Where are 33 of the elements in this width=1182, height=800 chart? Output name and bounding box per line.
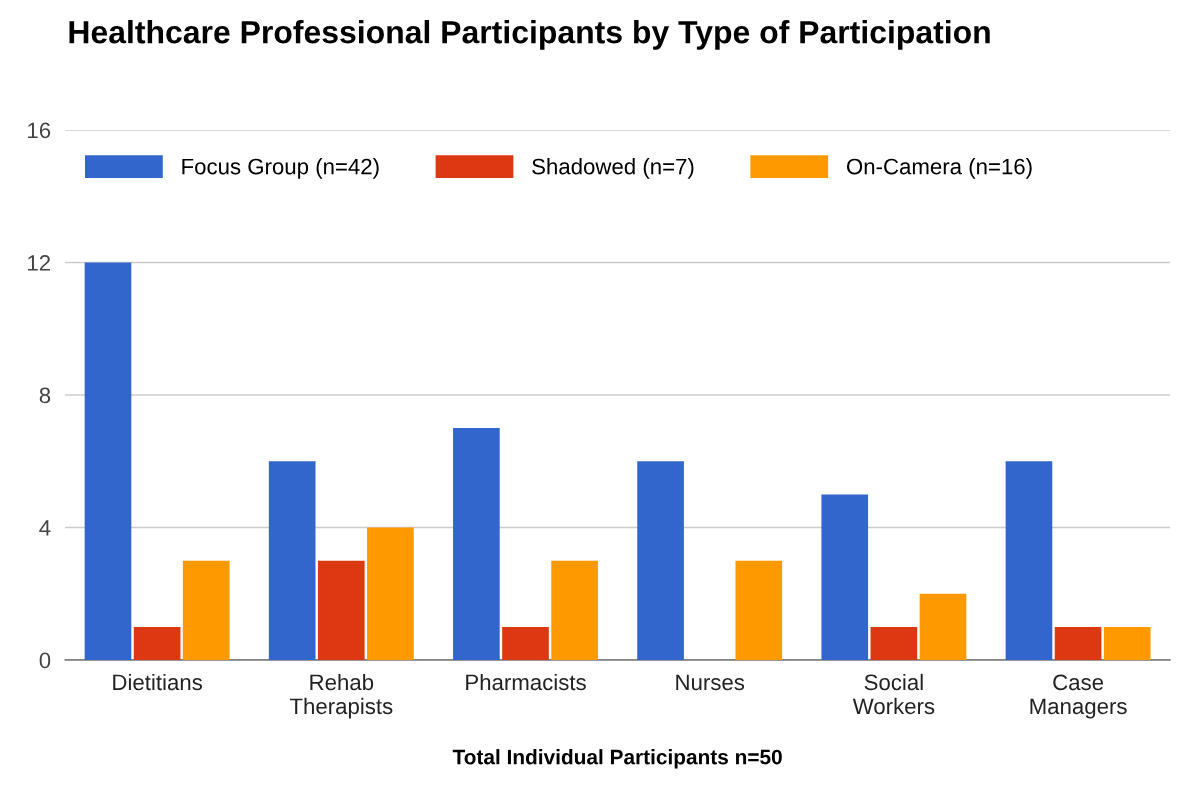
bar <box>821 494 869 660</box>
y-tick-label: 16 <box>28 122 51 139</box>
legend-label: Shadowed (n=7) <box>532 158 694 179</box>
x-tick-label: Rehab Therapists <box>289 673 393 719</box>
bar <box>367 527 414 660</box>
x-tick-label: Case Managers <box>1030 674 1127 719</box>
bar <box>502 626 549 660</box>
x-tick-label: Nurses <box>676 674 745 691</box>
y-tick-label: 8 <box>39 387 51 404</box>
bar <box>1054 626 1102 660</box>
bar <box>919 593 967 660</box>
x-axis-title: Total Individual Participants n=50 <box>452 749 782 769</box>
bar <box>1005 461 1053 660</box>
bar <box>453 428 500 660</box>
chart-title: Healthcare Professional Participants by Type of Participation <box>69 20 990 50</box>
y-tick-label: 4 <box>39 520 51 536</box>
bar <box>317 560 365 660</box>
bar <box>870 626 918 660</box>
bar <box>268 461 316 660</box>
bar <box>637 461 684 660</box>
bar <box>551 560 598 660</box>
x-tick-label: Pharmacists <box>466 673 586 691</box>
y-tick-label: 12 <box>28 255 51 271</box>
x-tick-label: Social Workers <box>852 673 935 715</box>
legend-label: On-Camera (n=16) <box>846 158 1032 179</box>
bar <box>1103 626 1151 660</box>
bar <box>735 560 783 660</box>
bar <box>182 560 230 660</box>
y-tick-label: 0 <box>39 652 51 669</box>
bar <box>84 262 132 660</box>
x-tick-label: Dietitians <box>113 673 202 691</box>
bar <box>133 626 181 660</box>
legend-label: Focus Group (n=42) <box>182 158 379 179</box>
